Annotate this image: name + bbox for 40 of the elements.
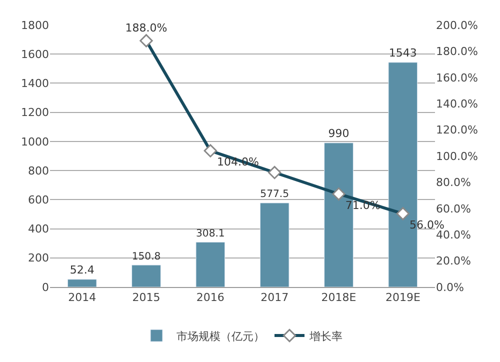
y2-tick-label: 180.0% (436, 45, 478, 58)
y2-tick-label: 120.0% (436, 124, 478, 137)
x-tick-label: 2019E (385, 291, 420, 304)
bar (67, 279, 97, 287)
y-tick-label: 1800 (21, 18, 49, 32)
y2-tick-label: 140.0% (436, 97, 478, 110)
y-tick-label: 1000 (21, 135, 49, 148)
x-tick-label: 2014 (68, 291, 96, 304)
bar (132, 264, 161, 287)
y-tick-label: 0 (42, 280, 49, 294)
bar (260, 202, 290, 287)
y-tick-label: 1200 (21, 106, 49, 120)
legend-label: 市场规模（亿元） (176, 330, 264, 343)
data-label: 188.0% (125, 21, 168, 34)
y2-tick-label: 20.0% (436, 254, 471, 268)
data-label: 150.8 (132, 251, 161, 262)
y-tick-label: 400 (28, 222, 49, 236)
y2-tick-label: 40.0% (436, 228, 471, 242)
y-tick-label: 1400 (21, 77, 49, 90)
y2-tick-label: 200.0% (436, 18, 478, 32)
y2-tick-label: 100.0% (436, 150, 478, 163)
bar (196, 242, 226, 287)
y2-tick-label: 60.0% (436, 202, 471, 216)
data-label: 577.5 (260, 189, 290, 200)
x-tick-label: 2017 (260, 291, 289, 304)
y2-tick-label: 80.0% (436, 176, 471, 190)
y-tick-label: 600 (28, 194, 49, 207)
x-tick-label: 2018E (321, 291, 356, 304)
x-tick-label: 2016 (196, 291, 224, 304)
x-tick-label: 2015 (132, 291, 160, 304)
y-tick-label: 800 (28, 164, 49, 178)
data-label: 308.1 (196, 228, 225, 240)
y2-tick-label: 160.0% (436, 71, 478, 84)
data-label: 1543 (388, 46, 417, 60)
y2-tick-label: 0.0% (436, 280, 464, 294)
data-label: 990 (328, 126, 350, 140)
y-tick-label: 1600 (21, 48, 49, 61)
data-label: 52.4 (70, 263, 94, 276)
y-tick-label: 200 (28, 252, 49, 265)
legend-label: 增长率 (308, 330, 342, 343)
